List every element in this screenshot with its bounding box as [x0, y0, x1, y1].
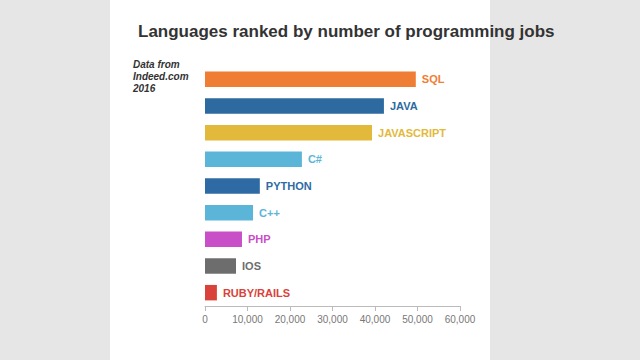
svg-text:40,000: 40,000: [360, 314, 391, 325]
svg-text:JAVA: JAVA: [390, 100, 418, 112]
svg-text:20,000: 20,000: [275, 314, 306, 325]
svg-text:Languages ranked by number of: Languages ranked by number of programmin…: [138, 22, 555, 41]
svg-text:JAVASCRIPT: JAVASCRIPT: [378, 127, 446, 139]
svg-text:PYTHON: PYTHON: [266, 180, 312, 192]
svg-text:30,000: 30,000: [317, 314, 348, 325]
svg-text:C#: C#: [308, 153, 322, 165]
svg-text:10,000: 10,000: [232, 314, 263, 325]
svg-text:Indeed.com: Indeed.com: [133, 71, 189, 82]
svg-text:SQL: SQL: [422, 73, 445, 85]
svg-text:RUBY/RAILS: RUBY/RAILS: [223, 287, 290, 299]
svg-text:PHP: PHP: [248, 233, 271, 245]
svg-text:C++: C++: [259, 207, 280, 219]
svg-text:2016: 2016: [132, 83, 156, 94]
svg-text:60,000: 60,000: [445, 314, 476, 325]
svg-text:0: 0: [202, 314, 208, 325]
svg-text:50,000: 50,000: [402, 314, 433, 325]
svg-text:Data from: Data from: [133, 59, 180, 70]
svg-text:IOS: IOS: [242, 260, 261, 272]
